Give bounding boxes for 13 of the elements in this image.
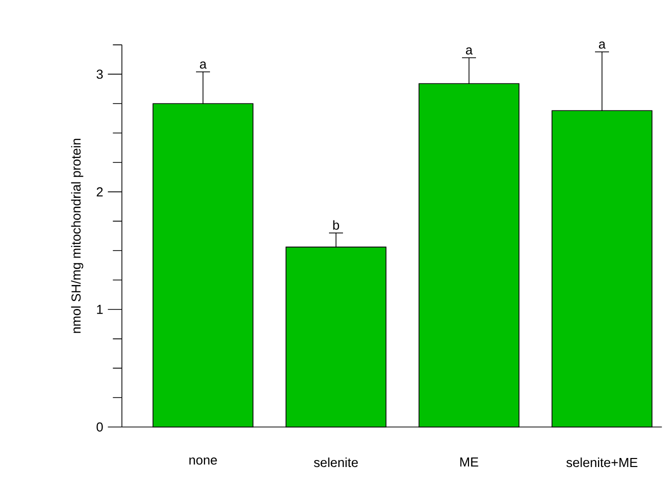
x-tick-label: selenite	[314, 458, 358, 468]
annotation: b	[333, 220, 340, 230]
x-tick-label: selenite+ME	[566, 458, 638, 468]
annotation: a	[466, 47, 473, 55]
y-axis-title: nmol SH/mg mitochondrial protein	[71, 138, 84, 333]
y-tick-label: 3	[96, 70, 103, 79]
annotation: a	[598, 42, 606, 49]
x-tick-label: none	[189, 458, 217, 465]
y-tick-label: 1	[97, 304, 103, 314]
x-tick-label: ME	[460, 458, 478, 466]
y-tick-label: 0	[96, 422, 103, 432]
y-tick-label: 2	[96, 187, 103, 196]
annotation: a	[200, 62, 207, 69]
